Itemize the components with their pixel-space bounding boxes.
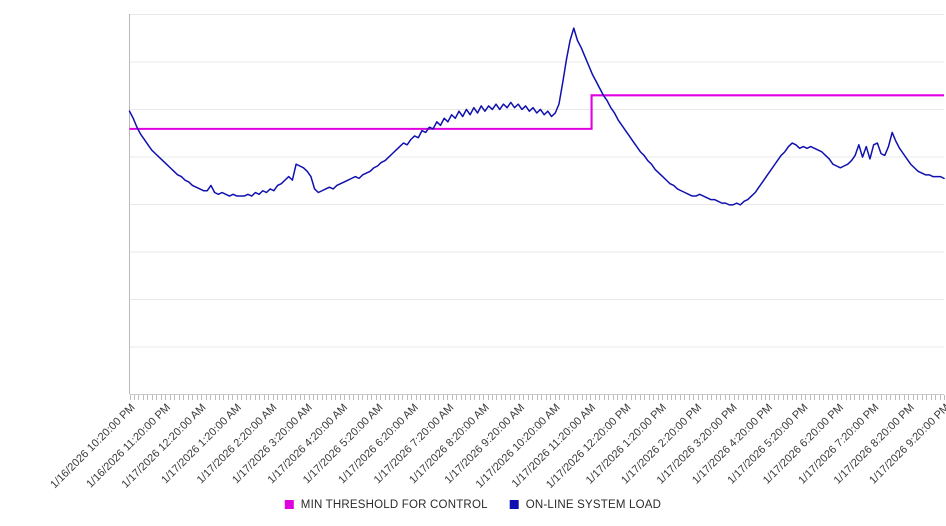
load-line-path	[128, 27, 945, 206]
series-min-threshold-for-control	[129, 94, 944, 130]
legend-swatch-magenta[interactable]	[284, 500, 294, 509]
x-axis-tick-labels: 1/16/2026 10:20:00 PM1/16/2026 11:20:00 …	[48, 402, 946, 491]
chart-legend: MIN THRESHOLD FOR CONTROL ON-LINE SYSTEM …	[284, 499, 661, 511]
legend-item-label[interactable]: MIN THRESHOLD FOR CONTROL	[301, 499, 488, 511]
legend-item-label[interactable]: ON-LINE SYSTEM LOAD	[526, 499, 661, 511]
x-axis-minor-ticks	[130, 395, 945, 400]
legend-swatch-blue[interactable]	[509, 500, 519, 509]
threshold-line-path	[129, 94, 944, 130]
series-on-line-system-load	[128, 27, 945, 206]
gridlines	[129, 14, 944, 348]
